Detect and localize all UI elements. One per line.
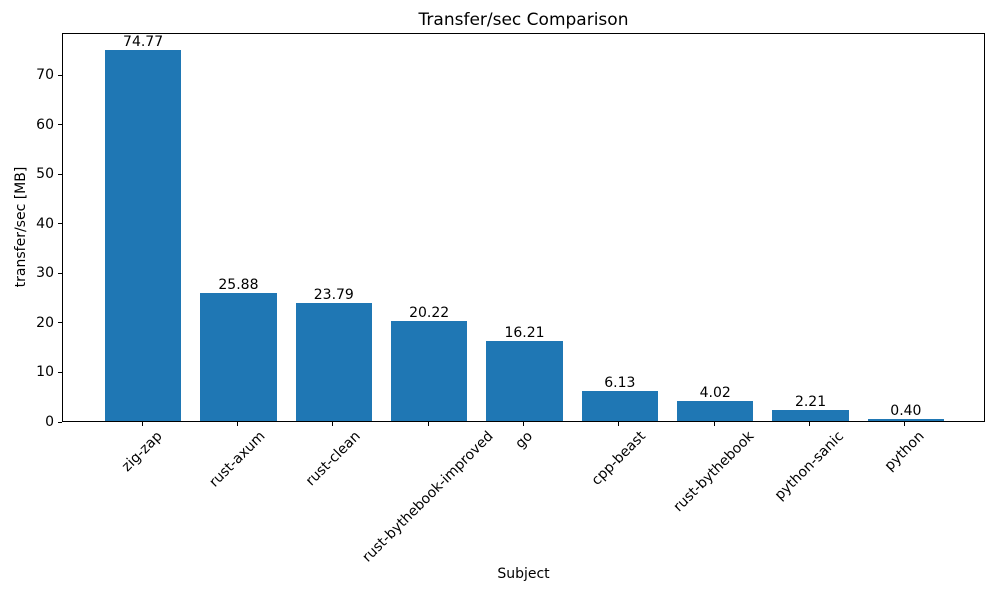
bar-value-label: 4.02: [699, 385, 731, 402]
x-tick-mark: [904, 422, 906, 426]
y-tick-mark: [58, 74, 62, 76]
y-tick-mark: [58, 371, 62, 373]
bar-value-label: 16.21: [504, 324, 545, 341]
x-tick-mark: [713, 422, 715, 426]
bar-value-label: 74.77: [123, 34, 164, 51]
y-tick-label: 10: [36, 364, 54, 381]
x-tick-label: rust-axum: [206, 428, 269, 491]
bar: [677, 401, 754, 421]
x-tick-mark: [427, 422, 429, 426]
plot-area: 74.77 25.88 23.79 20.22 16.21 6.13 4.02 2.21 0.4…: [62, 33, 985, 422]
x-axis-label: Subject: [497, 566, 550, 582]
x-tick-label: python-sanic: [772, 428, 848, 504]
x-tick-mark: [618, 422, 620, 426]
bar-value-label: 0.40: [890, 403, 922, 420]
x-tick-mark: [236, 422, 238, 426]
bar: [867, 419, 945, 421]
y-tick-label: 40: [36, 215, 54, 232]
y-tick-mark: [58, 223, 62, 225]
bar: [104, 50, 182, 421]
y-tick-label: 50: [36, 166, 54, 183]
x-tick-mark: [523, 422, 524, 426]
bar: [486, 340, 563, 421]
y-tick-mark: [58, 272, 62, 274]
x-tick-mark: [809, 422, 811, 426]
x-tick-label: python: [881, 428, 928, 475]
bar: [200, 292, 277, 421]
y-tick-label: 0: [45, 414, 54, 430]
y-tick-mark: [58, 421, 62, 423]
bar-value-label: 23.79: [313, 287, 354, 304]
x-tick-label: zig-zap: [118, 428, 166, 475]
y-tick-label: 20: [36, 314, 54, 331]
y-tick-mark: [58, 124, 62, 126]
x-tick-label: rust-bythebook-improved: [359, 428, 497, 566]
y-tick-mark: [58, 173, 62, 175]
y-tick-label: 30: [36, 265, 54, 282]
y-tick-label: 70: [36, 67, 54, 84]
bar: [772, 410, 849, 421]
chart-title: Transfer/sec Comparison: [418, 10, 629, 30]
x-tick-label: rust-bythebook: [670, 428, 758, 516]
bar-value-label: 6.13: [604, 374, 636, 391]
bar-value-label: 20.22: [409, 304, 450, 321]
bar-value-label: 2.21: [794, 394, 827, 411]
x-tick-mark: [332, 422, 334, 426]
bar: [581, 390, 658, 421]
y-tick-mark: [58, 322, 62, 324]
bar: [391, 320, 468, 421]
x-tick-label: rust-clean: [302, 428, 364, 490]
y-axis-label: transfer/sec [MB]: [13, 166, 29, 288]
x-tick-label: cpp-beast: [588, 428, 650, 489]
bar-value-label: 25.88: [218, 276, 259, 293]
x-tick-label: go: [511, 428, 536, 452]
x-tick-mark: [141, 422, 143, 426]
y-tick-label: 60: [36, 116, 54, 133]
bar: [295, 303, 372, 421]
